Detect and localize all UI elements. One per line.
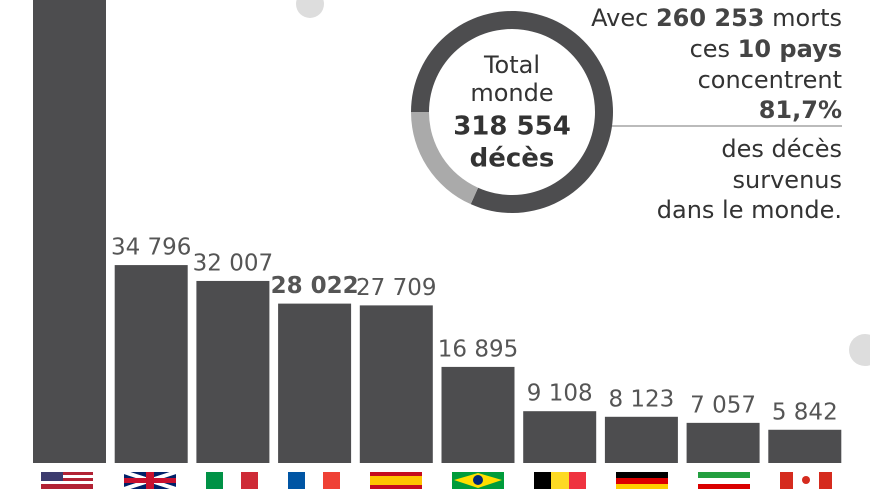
flag-br — [452, 472, 504, 489]
donut-segment — [411, 112, 479, 205]
value-label: 16 895 — [438, 336, 518, 362]
annotation-text: ces — [690, 35, 738, 63]
bar — [604, 416, 678, 463]
annotation-text: des décès — [721, 135, 842, 163]
donut-center-text: décès — [470, 144, 555, 174]
value-label: 5 842 — [772, 399, 838, 425]
value-label: 27 709 — [356, 275, 436, 301]
value-label: 9 108 — [527, 381, 593, 407]
annotation-line: survenus — [733, 166, 842, 194]
value-label: 34 796 — [111, 235, 191, 261]
annotation-line: ces 10 pays — [690, 35, 842, 63]
annotation-text: dans le monde. — [657, 196, 842, 224]
bar — [686, 422, 760, 463]
annotation-text: survenus — [733, 166, 842, 194]
flag-es — [370, 472, 422, 489]
bar — [33, 0, 106, 463]
donut-center-text: monde — [470, 79, 553, 107]
bar — [196, 280, 270, 463]
annotation-line: dans le monde. — [657, 196, 842, 224]
bar — [768, 429, 842, 463]
bar — [441, 366, 515, 463]
annotation-text: morts — [765, 4, 842, 32]
flag-be — [534, 472, 586, 489]
annotation-line: 81,7% — [759, 96, 842, 124]
value-label: 7 057 — [690, 392, 756, 418]
flag-de — [616, 472, 668, 489]
flag-ca — [780, 472, 832, 489]
virus-decoration — [296, 0, 870, 366]
donut-center-text: Total — [483, 51, 540, 79]
bar — [359, 305, 433, 463]
annotation-text: 10 pays — [738, 35, 842, 63]
flag-us — [41, 472, 93, 489]
annotation-text: 81,7% — [759, 96, 842, 124]
flag-ir — [698, 472, 750, 489]
value-label: 8 123 — [608, 386, 674, 412]
flag-uk — [123, 470, 177, 489]
donut-center-text: 318 554 — [453, 112, 571, 142]
bar — [278, 303, 352, 463]
value-label: 28 022 — [271, 273, 359, 299]
annotation-line: concentrent — [698, 66, 842, 94]
annotation-text: 260 253 — [656, 4, 765, 32]
flags — [41, 470, 832, 489]
flag-fr — [288, 472, 340, 489]
flag-it — [206, 472, 258, 489]
bars — [33, 0, 842, 463]
annotation-line: des décès — [721, 135, 842, 163]
bar — [523, 411, 597, 463]
value-label: 32 007 — [193, 250, 273, 276]
bar — [114, 265, 188, 463]
annotation-line: Avec 260 253 morts — [591, 4, 842, 32]
annotation-text: Avec — [591, 4, 656, 32]
annotation-text: concentrent — [698, 66, 842, 94]
